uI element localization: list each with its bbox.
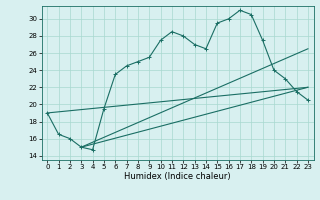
X-axis label: Humidex (Indice chaleur): Humidex (Indice chaleur) bbox=[124, 172, 231, 181]
